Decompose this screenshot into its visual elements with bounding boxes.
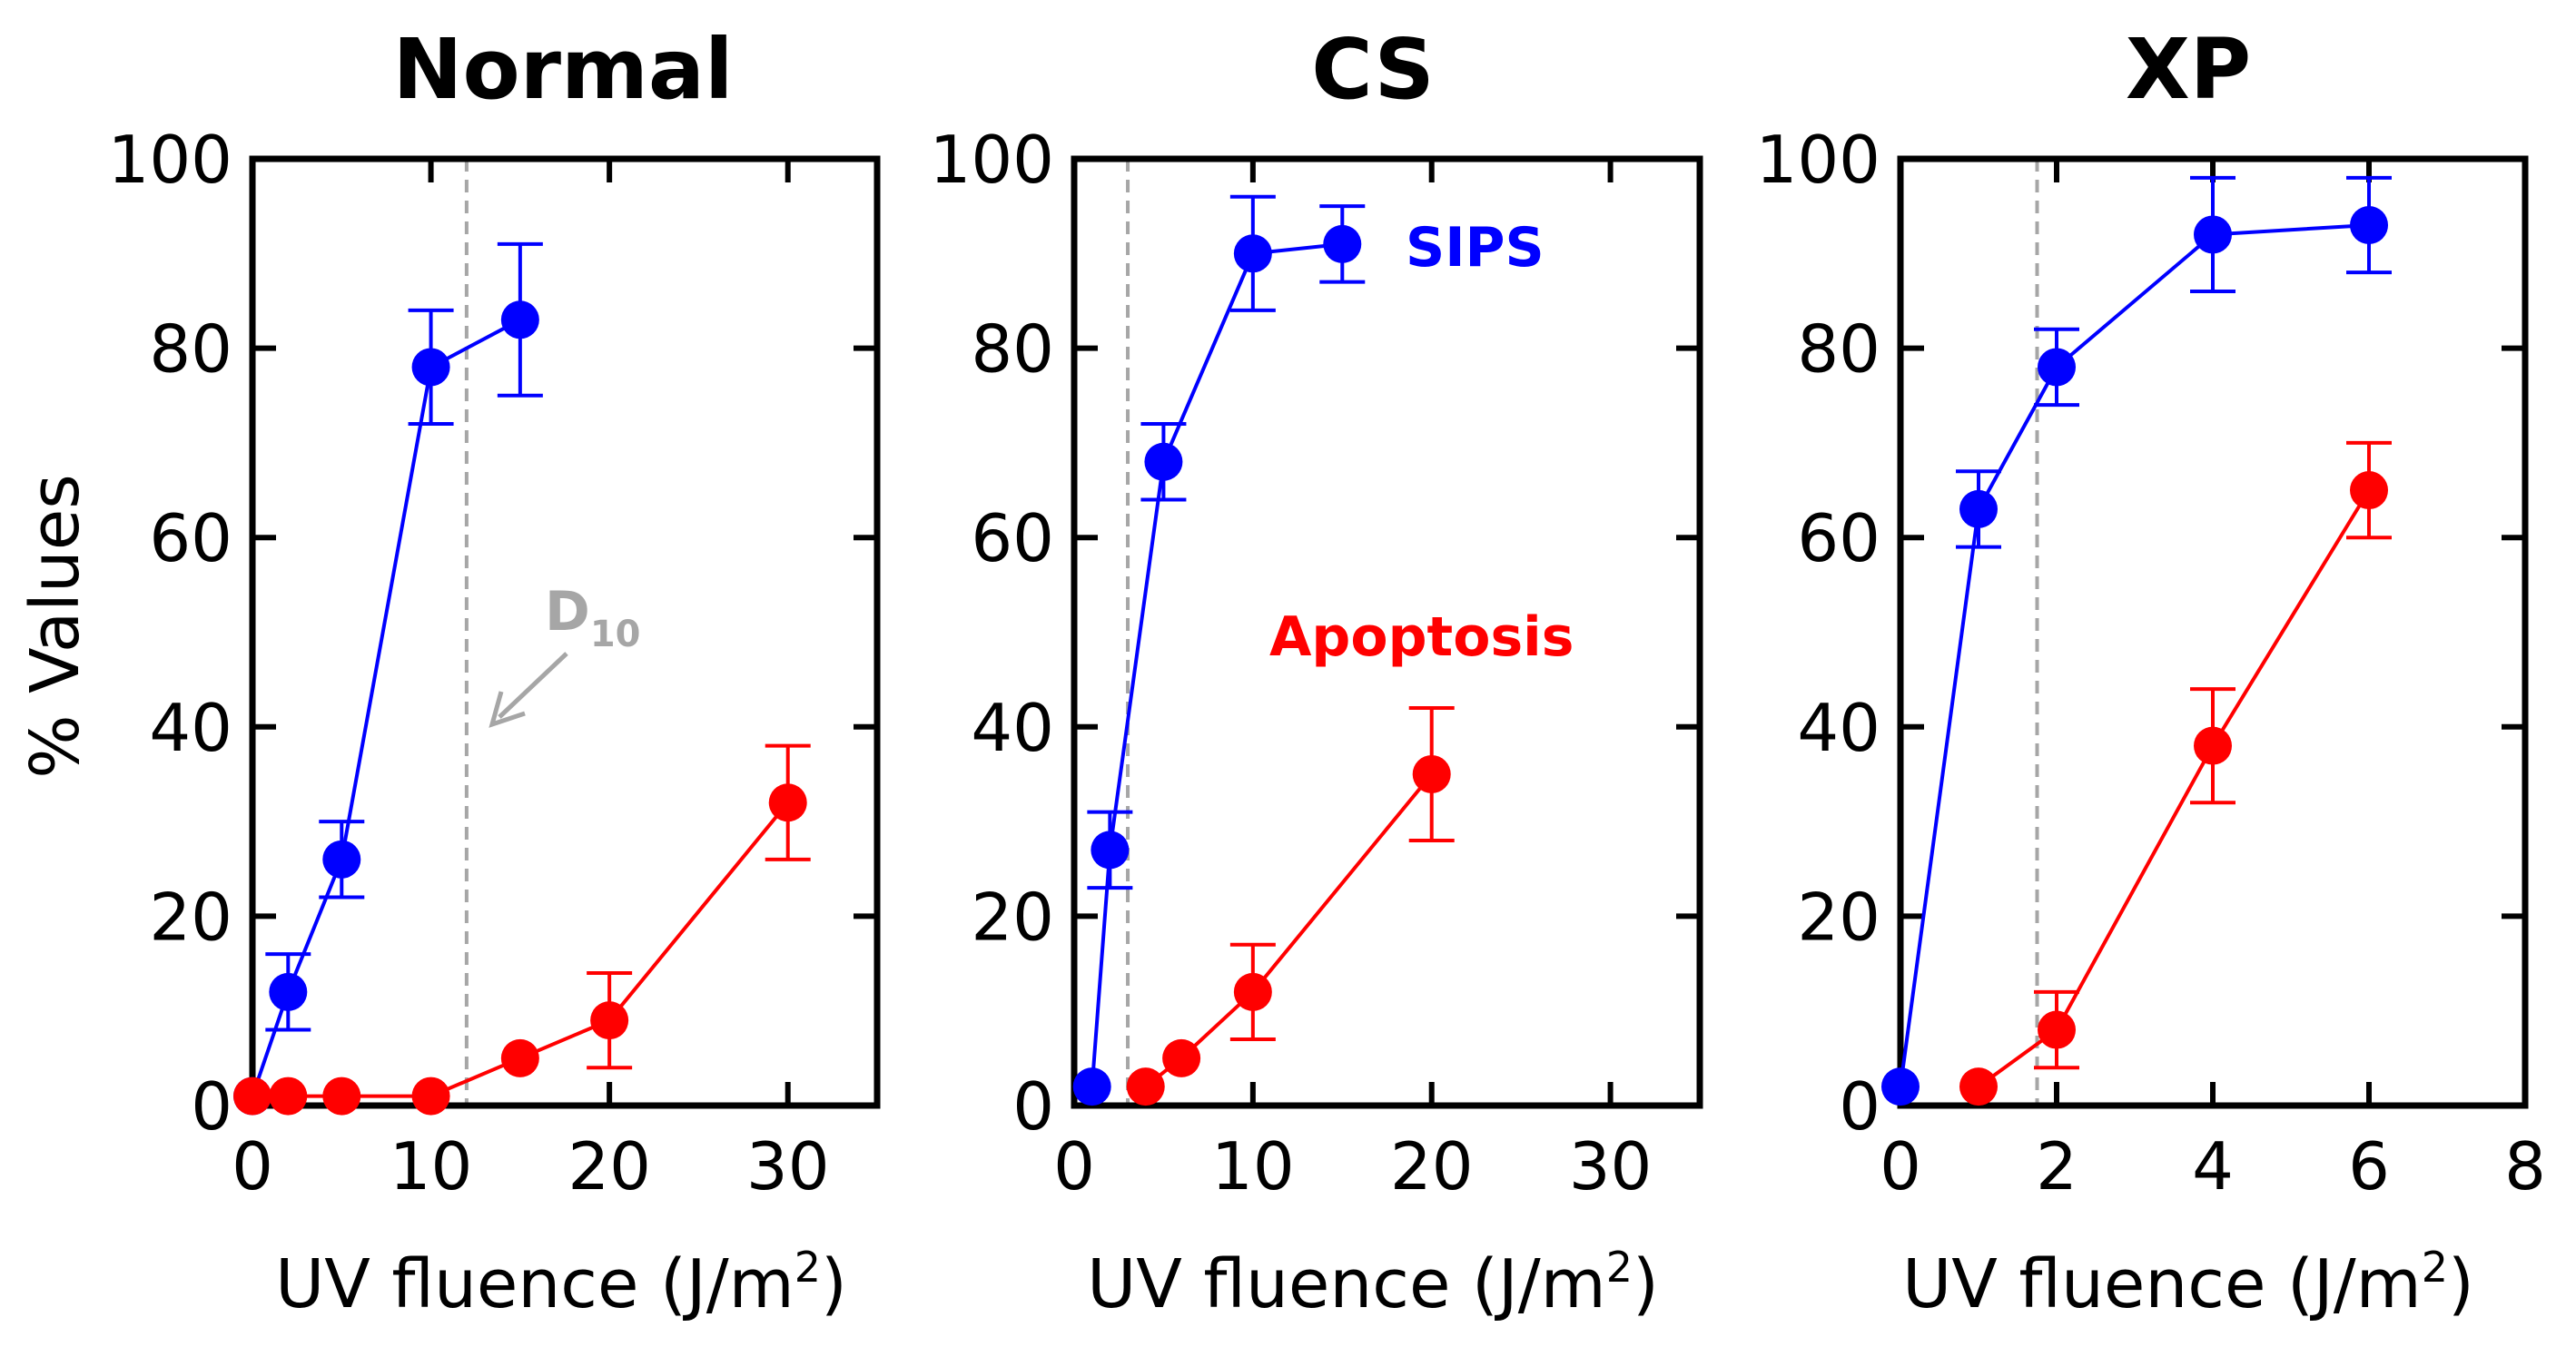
panel-cs: 0 20 40 60 80 100 0 10 20 30 (930, 122, 1703, 1204)
x-axis-label-close: ) (2448, 1245, 2474, 1323)
data-point-apoptosis (269, 1077, 308, 1116)
x-tick-label: 4 (2192, 1128, 2234, 1204)
data-point-sips (1233, 234, 1272, 273)
d10-label: D10 (545, 580, 640, 655)
x-axis-label-close: ) (821, 1245, 847, 1323)
d10-label-subscript: 10 (590, 614, 641, 655)
y-tick-label: 20 (149, 879, 232, 955)
x-tick-label: 6 (2348, 1128, 2390, 1204)
data-point-sips (2038, 348, 2076, 387)
data-point-sips (1881, 1067, 1920, 1106)
data-point-sips (1091, 831, 1130, 870)
y-tick-label: 0 (1839, 1068, 1880, 1145)
x-tick-label: 0 (1880, 1128, 1921, 1204)
d10-label-main: D (545, 580, 590, 644)
series-line-sips (1899, 223, 2370, 1087)
data-point-apoptosis (590, 1001, 629, 1040)
data-point-apoptosis (1412, 754, 1451, 793)
x-tick-label: 20 (1390, 1128, 1474, 1204)
y-tick-label: 80 (971, 311, 1054, 388)
y-tick-label: 60 (149, 500, 232, 576)
data-point-apoptosis (233, 1077, 271, 1116)
d10-annotation: D10 (489, 580, 640, 728)
x-tick-label: 0 (1053, 1128, 1095, 1204)
data-point-apoptosis (411, 1077, 450, 1116)
x-axis-label-text: UV fluence (J/m (1087, 1245, 1606, 1323)
x-tick-label: 30 (1569, 1128, 1653, 1204)
data-point-apoptosis (1233, 972, 1272, 1011)
x-tick-label: 30 (746, 1128, 830, 1204)
y-tick-label: 20 (971, 879, 1054, 955)
data-point-sips (2350, 206, 2388, 245)
data-point-apoptosis (1162, 1038, 1201, 1077)
x-axis-label-sup: 2 (795, 1243, 821, 1292)
data-point-apoptosis (768, 783, 807, 822)
plot-frame (1897, 155, 2529, 1109)
x-axis-label-text: UV fluence (J/m (1902, 1245, 2422, 1323)
x-axis-label-sup: 2 (1606, 1243, 1633, 1292)
data-point-sips (411, 348, 450, 387)
x-axis-label-normal: UV fluence (J/m2) (275, 1243, 847, 1323)
y-tick-label: 80 (1797, 311, 1880, 388)
data-point-sips (500, 300, 539, 339)
y-tick-label: 40 (971, 690, 1054, 766)
d10-arrow-shaft (498, 652, 568, 719)
data-point-sips (322, 840, 361, 879)
x-axis-label-text: UV fluence (J/m (275, 1245, 795, 1323)
y-tick-label: 100 (108, 122, 232, 198)
y-tick-label: 0 (191, 1068, 232, 1145)
panel-normal: 0 20 40 60 80 100 0 10 20 30 (108, 122, 881, 1204)
x-axis-label-cs: UV fluence (J/m2) (1087, 1243, 1659, 1323)
data-point-apoptosis (2194, 726, 2232, 765)
series-line-apoptosis (1977, 488, 2371, 1088)
data-point-apoptosis (322, 1077, 361, 1116)
data-point-sips (1144, 442, 1183, 481)
panel-title-xp: XP (2126, 21, 2251, 118)
y-tick-label: 80 (149, 311, 232, 388)
panel-title-normal: Normal (392, 21, 733, 118)
d10-arrow-head (489, 691, 526, 728)
plot-frame (1071, 155, 1703, 1109)
x-tick-label: 2 (2036, 1128, 2078, 1204)
x-tick-label: 20 (568, 1128, 651, 1204)
x-tick-label: 0 (232, 1128, 273, 1204)
panel-xp: 0 20 40 60 80 100 0 2 4 6 8 (1756, 122, 2546, 1204)
data-point-apoptosis (2038, 1010, 2076, 1049)
y-tick-label: 0 (1012, 1068, 1054, 1145)
series-line-apoptosis (1144, 772, 1434, 1088)
data-point-apoptosis (1959, 1067, 1998, 1106)
y-tick-label: 100 (930, 122, 1054, 198)
x-axis-label-sup: 2 (2422, 1243, 2448, 1292)
y-axis-label: % Values (16, 474, 94, 779)
y-tick-label: 40 (1797, 690, 1880, 766)
y-tick-label: 60 (971, 500, 1054, 576)
data-point-sips (1072, 1067, 1111, 1106)
x-axis-label-close: ) (1633, 1245, 1659, 1323)
data-point-apoptosis (2350, 471, 2388, 510)
data-point-sips (1323, 224, 1362, 263)
legend-label-sips: SIPS (1406, 216, 1545, 280)
x-tick-label: 8 (2504, 1128, 2546, 1204)
data-point-sips (2194, 215, 2232, 254)
plot-frame (249, 155, 881, 1109)
x-tick-label: 10 (1211, 1128, 1295, 1204)
y-tick-label: 40 (149, 690, 232, 766)
x-axis-label-xp: UV fluence (J/m2) (1902, 1243, 2474, 1323)
data-point-apoptosis (1126, 1067, 1165, 1106)
panel-title-cs: CS (1311, 21, 1434, 118)
x-tick-label: 10 (390, 1128, 473, 1204)
y-tick-label: 100 (1756, 122, 1880, 198)
legend-label-apoptosis: Apoptosis (1269, 605, 1574, 669)
data-point-sips (1959, 489, 1998, 528)
data-point-apoptosis (500, 1038, 539, 1077)
data-point-sips (269, 972, 308, 1011)
y-tick-label: 20 (1797, 879, 1880, 955)
y-tick-label: 60 (1797, 500, 1880, 576)
